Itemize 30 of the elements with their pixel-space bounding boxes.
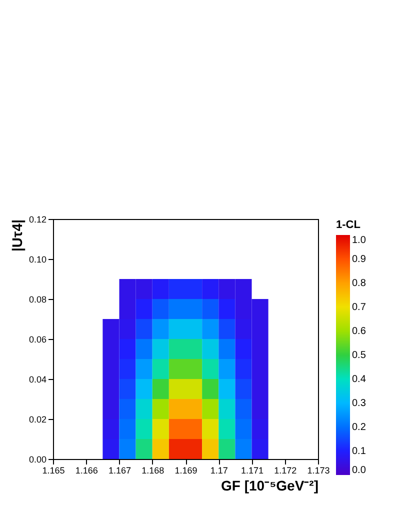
color-bar-label: 0.9 xyxy=(352,254,366,265)
color-bar-label: 0.7 xyxy=(352,302,366,313)
color-bar-label: 0.5 xyxy=(352,350,366,361)
x-tick-label: 1.169 xyxy=(174,466,198,476)
color-bar-label: 0.4 xyxy=(352,374,366,385)
x-tick-label: 1.166 xyxy=(75,466,98,476)
color-bar-label: 0.8 xyxy=(352,278,366,289)
y-axis-title: |Uτ4| xyxy=(8,220,26,252)
y-tick-label: 0.02 xyxy=(28,414,46,424)
y-tick-label: 0.08 xyxy=(28,294,46,304)
color-bar-title: 1-CL xyxy=(336,219,361,231)
color-bar-label: 0.3 xyxy=(352,398,366,409)
y-tick-label: 0.10 xyxy=(28,254,46,264)
x-tick-label: 1.172 xyxy=(274,466,297,476)
color-bar-label: 0.6 xyxy=(352,326,366,337)
x-tick-label: 1.17 xyxy=(210,466,228,476)
x-tick-label: 1.173 xyxy=(307,466,330,476)
x-tick-label: 1.165 xyxy=(42,466,65,476)
y-tick-label: 0.06 xyxy=(28,334,46,344)
color-bar-label: 1.0 xyxy=(352,235,366,246)
x-axis-title: GF [10⁻⁵GeV⁻²] xyxy=(221,478,318,494)
x-tick-label: 1.171 xyxy=(240,466,264,476)
y-tick-label: 0.12 xyxy=(28,214,46,224)
y-tick-label: 0.04 xyxy=(28,374,46,384)
x-tick-label: 1.167 xyxy=(108,466,132,476)
x-tick-label: 1.168 xyxy=(142,466,164,476)
y-tick-label: 0.00 xyxy=(28,454,46,464)
color-bar-label: 0.1 xyxy=(352,446,366,457)
color-bar-label: 0.2 xyxy=(352,422,366,433)
color-bar-label: 0.0 xyxy=(352,465,366,476)
